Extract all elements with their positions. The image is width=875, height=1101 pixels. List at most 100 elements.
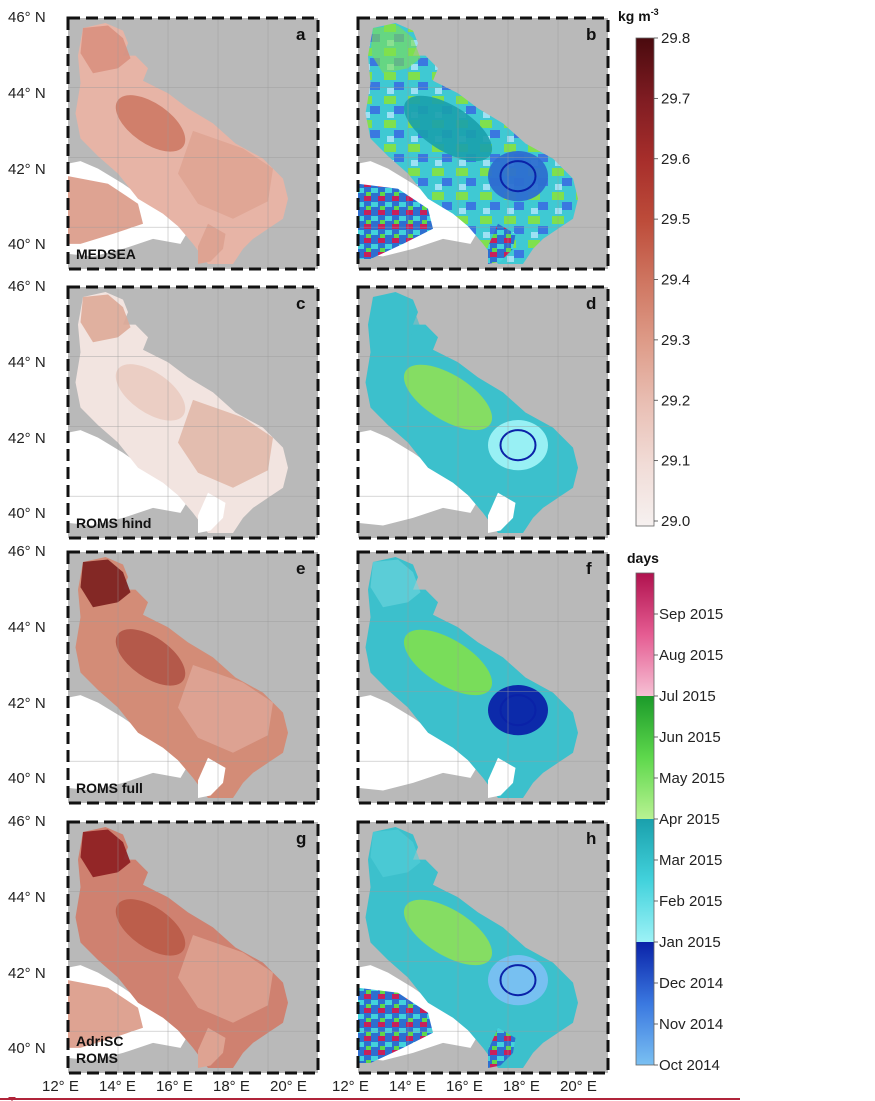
panel-letter: c: [296, 294, 305, 313]
density-colorbar-tick-label: 29.2: [661, 392, 690, 409]
south-adriatic-gyre: [488, 151, 548, 202]
density-colorbar-gradient: [635, 37, 655, 527]
gyre-ring: [499, 964, 537, 997]
longitude-tick-label: 18° E: [213, 1078, 250, 1095]
density-colorbar-tick-label: 29.0: [661, 513, 690, 530]
latitude-tick-label: 40° N: [8, 770, 46, 787]
longitude-tick-label: 14° E: [389, 1078, 426, 1095]
longitude-tick-label: 20° E: [270, 1078, 307, 1095]
mid-adriatic-field: [403, 364, 493, 431]
density-colorbar: kg m-3 29.829.729.629.529.429.329.229.12…: [618, 7, 690, 530]
time-colorbar-gradient: [636, 573, 654, 1065]
model-label: AdriSC: [76, 1033, 123, 1049]
ionian-outside: [198, 492, 226, 533]
longitude-tick-label: 12° E: [332, 1078, 369, 1095]
tyrrhenian-field: [68, 176, 143, 244]
ionian-outside: [198, 757, 226, 798]
ionian-outside: [488, 757, 516, 798]
time-colorbar-segment: [636, 942, 654, 1065]
ionian-outside: [488, 492, 516, 533]
tyrrhenian-field: [358, 987, 433, 1063]
time-colorbar: days Sep 2015 Aug 2015 Jul 2015 Jun 2015 May…: [627, 550, 725, 1074]
map-g: [68, 822, 318, 1073]
latitude-tick-label: 42° N: [8, 430, 46, 447]
density-colorbar-tick-label: 29.5: [661, 211, 690, 228]
map-f: [358, 552, 608, 803]
time-colorbar-title: days: [627, 550, 659, 566]
time-colorbar-segment: [636, 819, 654, 942]
ionian-field: [198, 223, 226, 264]
model-label: ROMS: [76, 1050, 118, 1066]
latitude-tick-label: 40° N: [8, 505, 46, 522]
time-colorbar-tick-label: Jul 2015: [659, 688, 716, 705]
tyrrhenian-field: [68, 980, 143, 1048]
map-a: [68, 18, 318, 269]
time-colorbar-tick-label: Sep 2015: [659, 606, 723, 623]
gyre-ring: [499, 160, 537, 193]
longitude-tick-label: 16° E: [446, 1078, 483, 1095]
south-adriatic-field: [178, 935, 273, 1023]
time-colorbar-tick-label: Mar 2015: [659, 852, 722, 869]
time-colorbar-tick-label: Jan 2015: [659, 934, 721, 951]
south-adriatic-field: [178, 130, 273, 219]
latitude-tick-label: 40° N: [8, 1040, 46, 1057]
south-adriatic-field: [178, 665, 273, 753]
model-label: ROMS full: [76, 780, 143, 796]
map-d: [358, 287, 608, 538]
gyre-ring: [499, 429, 537, 462]
density-colorbar-tick-label: 29.4: [661, 272, 690, 289]
map-b: [358, 18, 608, 269]
time-colorbar-tick-label: Aug 2015: [659, 647, 723, 664]
mid-adriatic-field: [403, 899, 493, 966]
latitude-ticks: 46° N 44° N 42° N 40° N 46° N 44° N 42° N 40° N…: [8, 9, 46, 1057]
density-colorbar-tick-label: 29.1: [661, 453, 690, 470]
density-colorbar-tick-label: 29.6: [661, 151, 690, 168]
time-colorbar-tick-label: Jun 2015: [659, 729, 721, 746]
italy-landmass: [68, 430, 188, 526]
panel-letter: e: [296, 559, 305, 578]
italy-landmass: [358, 430, 478, 526]
ionian-field: [198, 1027, 226, 1068]
panel-letter: b: [586, 25, 596, 44]
latitude-tick-label: 42° N: [8, 965, 46, 982]
time-colorbar-tick-label: Apr 2015: [659, 811, 720, 828]
panel-letter: g: [296, 829, 306, 848]
model-label: ROMS hind: [76, 515, 151, 531]
latitude-tick-label: 44° N: [8, 354, 46, 371]
density-colorbar-ticks: 29.8 29.7 29.6 29.5 29.4 29.3 29.2 29.1 29.0: [654, 30, 690, 530]
panel-d: d: [356, 285, 610, 540]
panel-letter: a: [296, 25, 306, 44]
model-label: MEDSEA: [76, 246, 136, 262]
latitude-tick-label: 40° N: [8, 236, 46, 253]
south-adriatic-gyre: [488, 685, 548, 736]
south-adriatic-gyre: [488, 420, 548, 471]
panel-f: f: [356, 550, 610, 805]
latitude-tick-label: 46° N: [8, 278, 46, 295]
panel-a: a MEDSEA: [66, 16, 320, 271]
italy-landmass: [358, 695, 478, 791]
density-colorbar-tick-label: 29.8: [661, 30, 690, 47]
time-colorbar-tick-label: May 2015: [659, 770, 725, 787]
bottom-rule-marker: [8, 1097, 16, 1101]
latitude-tick-label: 44° N: [8, 619, 46, 636]
time-colorbar-tick-label: Oct 2014: [659, 1057, 720, 1074]
time-colorbar-segment: [636, 573, 654, 696]
ionian-field: [488, 223, 516, 264]
density-colorbar-title: kg m-3: [618, 7, 659, 24]
latitude-tick-label: 44° N: [8, 85, 46, 102]
mid-adriatic-field: [403, 629, 493, 696]
south-adriatic-gyre: [488, 955, 548, 1006]
latitude-tick-label: 42° N: [8, 695, 46, 712]
latitude-tick-label: 46° N: [8, 543, 46, 560]
time-colorbar-tick-label: Nov 2014: [659, 1016, 723, 1033]
panel-letter: d: [586, 294, 596, 313]
panel-h: h: [356, 820, 610, 1075]
longitude-tick-label: 18° E: [503, 1078, 540, 1095]
time-colorbar-tick-label: Feb 2015: [659, 893, 722, 910]
map-c: [68, 287, 318, 538]
longitude-tick-label: 16° E: [156, 1078, 193, 1095]
time-colorbar-tick-label: Dec 2014: [659, 975, 723, 992]
tyrrhenian-field: [358, 183, 433, 259]
